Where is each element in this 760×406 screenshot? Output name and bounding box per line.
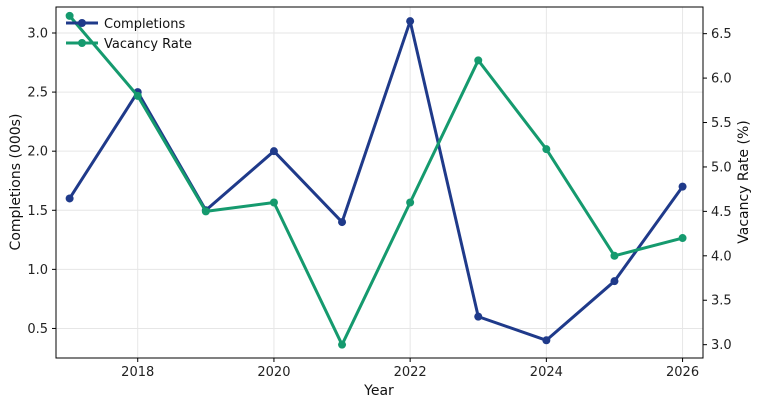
y-tick-label: 2.0 — [27, 145, 48, 160]
data-point-vacancy-rate — [65, 11, 74, 20]
grid — [56, 7, 703, 358]
data-point-completions — [338, 218, 347, 227]
data-point-completions — [474, 312, 483, 321]
x-tick-label: 2018 — [121, 365, 154, 380]
y2-tick-label: 4.0 — [711, 249, 732, 264]
x-axis-title: Year — [363, 383, 394, 399]
data-point-vacancy-rate — [542, 145, 551, 154]
plot-frame — [55, 6, 704, 359]
data-point-vacancy-rate — [133, 91, 142, 100]
data-point-vacancy-rate — [201, 207, 210, 216]
x-tick-label: 2024 — [530, 365, 563, 380]
y2-tick-label: 6.5 — [711, 27, 732, 42]
y2-tick-label: 6.0 — [711, 72, 732, 87]
legend: Completions Vacancy Rate — [66, 17, 192, 52]
data-point-vacancy-rate — [406, 198, 415, 207]
legend-marker-completions — [78, 19, 86, 27]
x-tick-label: 2020 — [257, 365, 290, 380]
data-point-completions — [678, 182, 687, 191]
y-tick-label: 2.5 — [27, 86, 48, 101]
y2-tick-label: 5.0 — [711, 160, 732, 175]
y2-tick-label: 5.5 — [711, 116, 732, 131]
y-tick-label: 1.0 — [27, 263, 48, 278]
series-line-vacancy-rate — [68, 14, 683, 347]
y-tick-label: 0.5 — [27, 322, 48, 337]
data-point-vacancy-rate — [610, 251, 619, 260]
axes: 2018 2020 2022 2024 2026 0.5 1.0 1.5 2.0 2.5 3.0 3.… — [27, 27, 731, 381]
data-point-vacancy-rate — [474, 56, 483, 65]
legend-label-vacancy-rate: Vacancy Rate — [104, 37, 192, 52]
data-point-vacancy-rate — [678, 234, 687, 243]
legend-marker-vacancy-rate — [78, 39, 86, 47]
y-axis-title: Completions (000s) — [8, 114, 24, 251]
y2-tick-label: 3.0 — [711, 338, 732, 353]
y-tick-label: 1.5 — [27, 204, 48, 219]
series-line-completions — [68, 19, 684, 342]
y2-tick-label: 4.5 — [711, 205, 732, 220]
data-point-completions — [269, 147, 278, 156]
data-point-completions — [65, 194, 74, 203]
y2-tick-label: 3.5 — [711, 294, 732, 309]
x-tick-label: 2026 — [666, 365, 699, 380]
legend-label-completions: Completions — [104, 17, 185, 32]
data-point-completions — [542, 336, 551, 345]
data-point-completions — [406, 17, 415, 26]
data-point-vacancy-rate — [269, 198, 278, 207]
y2-axis-title: Vacancy Rate (%) — [736, 120, 752, 243]
series-layer — [65, 11, 687, 349]
y-tick-label: 3.0 — [27, 27, 48, 42]
x-tick-label: 2022 — [394, 365, 427, 380]
data-point-vacancy-rate — [338, 340, 347, 349]
data-point-completions — [610, 277, 619, 286]
